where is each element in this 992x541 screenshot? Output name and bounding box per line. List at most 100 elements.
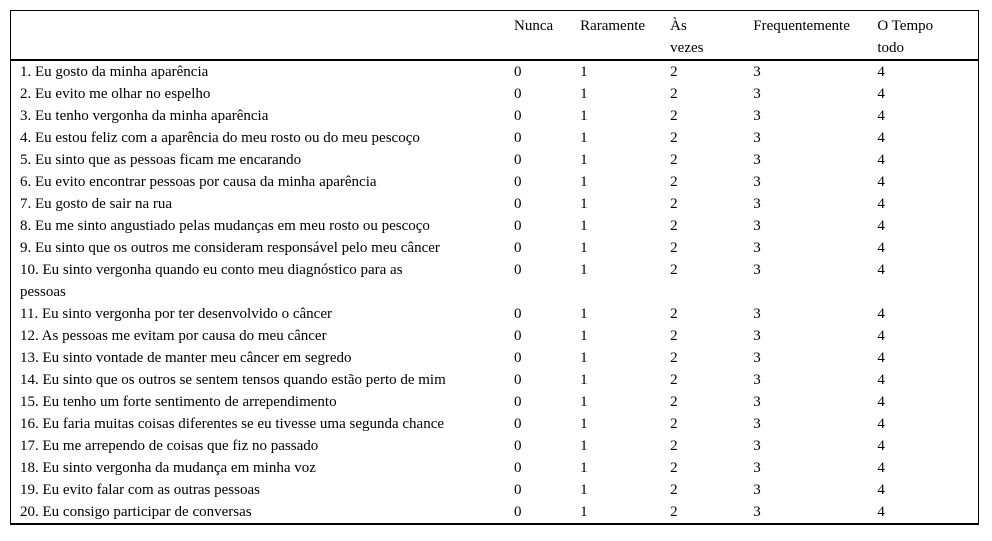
value-cell-nunca: 0 bbox=[514, 394, 522, 410]
header-col-frequentemente: Frequentemente bbox=[753, 10, 878, 61]
value-cell-raramente: 1 bbox=[580, 64, 588, 80]
question-label: 9. Eu sinto que os outros me consideram … bbox=[20, 240, 440, 256]
value-cell-as-vezes: 2 bbox=[670, 218, 678, 234]
question-label: 15. Eu tenho um forte sentimento de arre… bbox=[20, 394, 337, 410]
table-row: 11. Eu sinto vergonha por ter desenvolvi… bbox=[11, 303, 979, 325]
question-label: 1. Eu gosto da minha aparência bbox=[20, 64, 209, 80]
header-col-nunca: Nunca bbox=[514, 10, 581, 61]
value-cell-nunca: 0 bbox=[514, 372, 522, 388]
value-cell-frequentemente: 3 bbox=[753, 328, 761, 344]
value-cell-nunca: 0 bbox=[514, 64, 522, 80]
value-cell-raramente: 1 bbox=[580, 438, 588, 454]
value-cell-frequentemente: 3 bbox=[753, 86, 761, 102]
value-cell-as-vezes: 2 bbox=[670, 350, 678, 366]
value-cell-as-vezes: 2 bbox=[670, 152, 678, 168]
value-cell-as-vezes: 2 bbox=[670, 306, 678, 322]
value-cell-nunca: 0 bbox=[514, 152, 522, 168]
value-cell-raramente: 1 bbox=[580, 372, 588, 388]
value-cell-as-vezes: 2 bbox=[670, 372, 678, 388]
value-cell-as-vezes: 2 bbox=[670, 174, 678, 190]
value-cell-frequentemente: 3 bbox=[753, 372, 761, 388]
question-label: 19. Eu evito falar com as outras pessoas bbox=[20, 482, 260, 498]
value-cell-nunca: 0 bbox=[514, 108, 522, 124]
table-row: 12. As pessoas me evitam por causa do me… bbox=[11, 325, 979, 347]
value-cell-nunca: 0 bbox=[514, 416, 522, 432]
value-cell-nunca: 0 bbox=[514, 240, 522, 256]
value-cell-frequentemente: 3 bbox=[753, 394, 761, 410]
value-cell-raramente: 1 bbox=[580, 416, 588, 432]
question-label: 10. Eu sinto vergonha quando eu conto me… bbox=[20, 262, 403, 300]
header-row: Nunca Raramente Às vezes Frequentemente … bbox=[10, 10, 979, 61]
value-cell-frequentemente: 3 bbox=[753, 152, 761, 168]
value-cell-frequentemente: 3 bbox=[753, 130, 761, 146]
table-row: 3. Eu tenho vergonha da minha aparência … bbox=[11, 105, 979, 127]
table-row: 5. Eu sinto que as pessoas ficam me enca… bbox=[11, 149, 979, 171]
value-cell-frequentemente: 3 bbox=[753, 218, 761, 234]
header-col-raramente: Raramente bbox=[580, 10, 671, 61]
value-cell-as-vezes: 2 bbox=[670, 394, 678, 410]
value-cell-as-vezes: 2 bbox=[670, 262, 678, 278]
question-label: 8. Eu me sinto angustiado pelas mudanças… bbox=[20, 218, 430, 234]
table-row: 19. Eu evito falar com as outras pessoas… bbox=[11, 479, 979, 501]
value-cell-frequentemente: 3 bbox=[753, 416, 761, 432]
table-row: 13. Eu sinto vontade de manter meu cânce… bbox=[11, 347, 979, 369]
table-body: 1. Eu gosto da minha aparência 0 1 2 3 4… bbox=[11, 60, 979, 524]
value-cell-raramente: 1 bbox=[580, 328, 588, 344]
value-cell-raramente: 1 bbox=[580, 152, 588, 168]
question-label: 11. Eu sinto vergonha por ter desenvolvi… bbox=[20, 306, 332, 322]
question-label: 13. Eu sinto vontade de manter meu cânce… bbox=[20, 350, 352, 366]
value-cell-raramente: 1 bbox=[580, 482, 588, 498]
value-cell-frequentemente: 3 bbox=[753, 482, 761, 498]
value-cell-as-vezes: 2 bbox=[670, 438, 678, 454]
header-col-o-tempo-todo: O Tempo todo bbox=[877, 10, 979, 61]
value-cell-nunca: 0 bbox=[514, 438, 522, 454]
value-cell-frequentemente: 3 bbox=[753, 262, 761, 278]
question-label: 7. Eu gosto de sair na rua bbox=[20, 196, 173, 212]
value-cell-o-tempo-todo: 4 bbox=[877, 108, 885, 124]
table-row: 17. Eu me arrependo de coisas que fiz no… bbox=[11, 435, 979, 457]
value-cell-nunca: 0 bbox=[514, 460, 522, 476]
question-label: 5. Eu sinto que as pessoas ficam me enca… bbox=[20, 152, 302, 168]
table-row: 14. Eu sinto que os outros se sentem ten… bbox=[11, 369, 979, 391]
header-col-as-vezes: Às vezes bbox=[670, 10, 754, 61]
table-row: 16. Eu faria muitas coisas diferentes se… bbox=[11, 413, 979, 435]
value-cell-raramente: 1 bbox=[580, 108, 588, 124]
value-cell-o-tempo-todo: 4 bbox=[877, 350, 885, 366]
value-cell-o-tempo-todo: 4 bbox=[877, 306, 885, 322]
value-cell-as-vezes: 2 bbox=[670, 504, 678, 520]
value-cell-o-tempo-todo: 4 bbox=[877, 394, 885, 410]
value-cell-nunca: 0 bbox=[514, 196, 522, 212]
value-cell-raramente: 1 bbox=[580, 174, 588, 190]
value-cell-frequentemente: 3 bbox=[753, 438, 761, 454]
value-cell-raramente: 1 bbox=[580, 394, 588, 410]
value-cell-o-tempo-todo: 4 bbox=[877, 372, 885, 388]
value-cell-o-tempo-todo: 4 bbox=[877, 174, 885, 190]
table-row: 9. Eu sinto que os outros me consideram … bbox=[11, 237, 979, 259]
value-cell-nunca: 0 bbox=[514, 350, 522, 366]
value-cell-nunca: 0 bbox=[514, 218, 522, 234]
value-cell-raramente: 1 bbox=[580, 350, 588, 366]
table-row: 1. Eu gosto da minha aparência 0 1 2 3 4 bbox=[11, 60, 979, 83]
value-cell-nunca: 0 bbox=[514, 328, 522, 344]
value-cell-as-vezes: 2 bbox=[670, 64, 678, 80]
value-cell-nunca: 0 bbox=[514, 174, 522, 190]
value-cell-o-tempo-todo: 4 bbox=[877, 460, 885, 476]
value-cell-o-tempo-todo: 4 bbox=[877, 482, 885, 498]
value-cell-raramente: 1 bbox=[580, 196, 588, 212]
table-row: 2. Eu evito me olhar no espelho 0 1 2 3 … bbox=[11, 83, 979, 105]
table-row: 20. Eu consigo participar de conversas 0… bbox=[11, 501, 979, 524]
value-cell-o-tempo-todo: 4 bbox=[877, 152, 885, 168]
value-cell-raramente: 1 bbox=[580, 306, 588, 322]
value-cell-as-vezes: 2 bbox=[670, 240, 678, 256]
header-question-column bbox=[10, 10, 515, 61]
table-row: 4. Eu estou feliz com a aparência do meu… bbox=[11, 127, 979, 149]
question-label: 16. Eu faria muitas coisas diferentes se… bbox=[20, 416, 445, 432]
table-row: 8. Eu me sinto angustiado pelas mudanças… bbox=[11, 215, 979, 237]
value-cell-raramente: 1 bbox=[580, 262, 588, 278]
table-row: 18. Eu sinto vergonha da mudança em minh… bbox=[11, 457, 979, 479]
value-cell-as-vezes: 2 bbox=[670, 130, 678, 146]
value-cell-o-tempo-todo: 4 bbox=[877, 438, 885, 454]
value-cell-o-tempo-todo: 4 bbox=[877, 218, 885, 234]
value-cell-nunca: 0 bbox=[514, 86, 522, 102]
